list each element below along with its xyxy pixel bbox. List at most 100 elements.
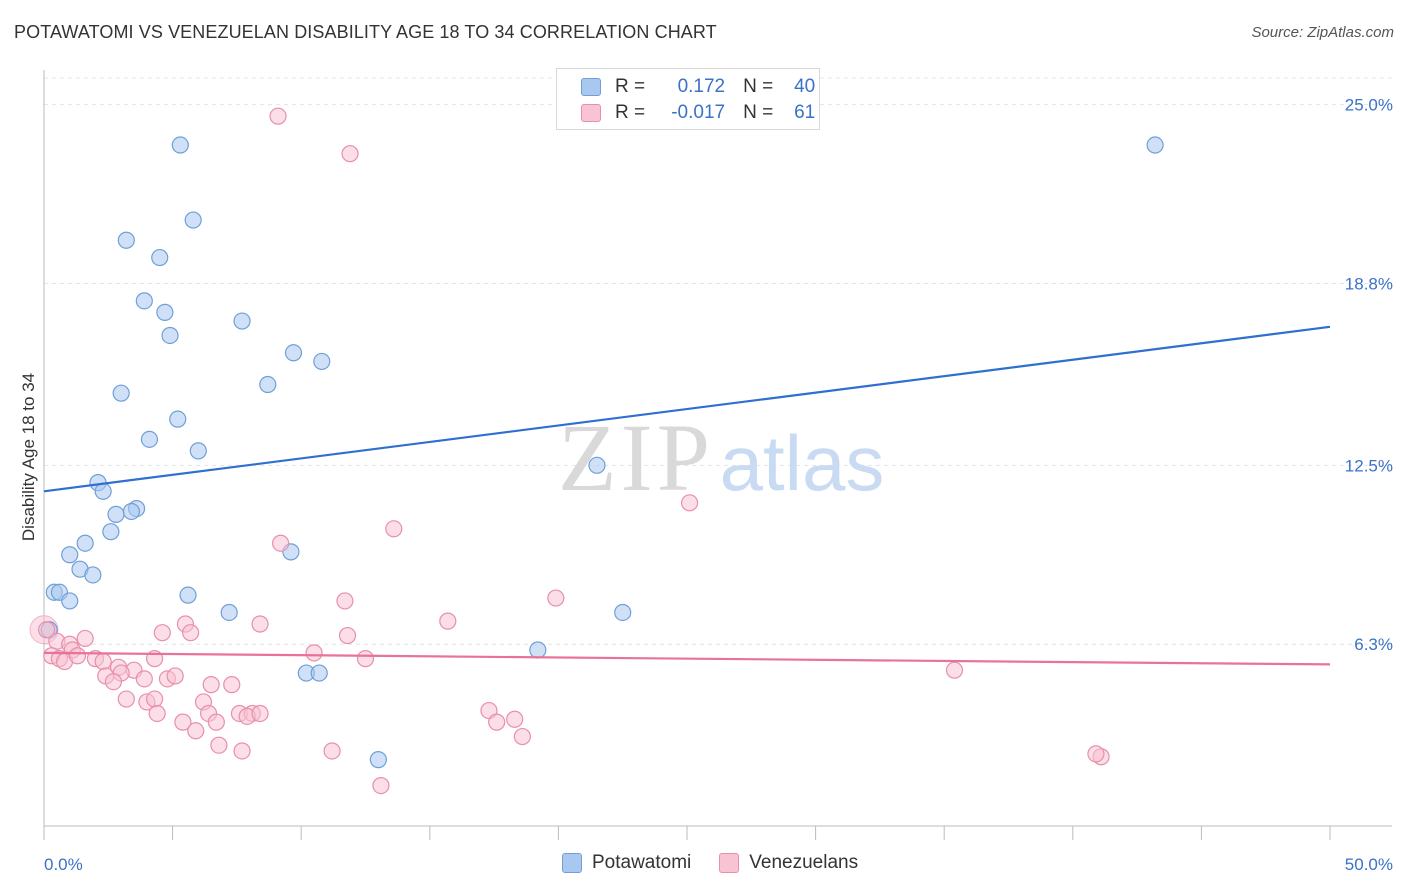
- point-potawatomi: [529, 641, 547, 659]
- point-venezuelans: [145, 690, 164, 708]
- point-potawatomi: [171, 136, 189, 154]
- y-tick-label: 25.0%: [1345, 96, 1393, 115]
- point-potawatomi: [169, 410, 187, 428]
- point-potawatomi: [161, 326, 179, 345]
- point-venezuelans: [341, 145, 359, 163]
- point-venezuelans: [187, 722, 205, 740]
- data-points: [29, 107, 1164, 795]
- point-venezuelans: [305, 644, 323, 662]
- point-potawatomi: [61, 592, 79, 610]
- legend-row-potawatomi: R = 0.172 N = 40: [581, 74, 815, 100]
- point-venezuelans: [323, 742, 341, 760]
- point-venezuelans: [251, 704, 269, 723]
- point-venezuelans: [385, 520, 403, 538]
- grid-lines: [44, 77, 1392, 645]
- point-potawatomi: [94, 482, 112, 500]
- point-potawatomi: [369, 751, 387, 769]
- point-venezuelans: [506, 710, 524, 728]
- series-legend-venezuelans[interactable]: Venezuelans: [719, 852, 858, 874]
- point-potawatomi: [135, 292, 153, 310]
- point-venezuelans: [251, 615, 269, 633]
- point-venezuelans: [166, 667, 184, 685]
- point-potawatomi: [284, 344, 303, 362]
- legend-n-value: 61: [794, 102, 816, 123]
- point-venezuelans: [513, 727, 531, 746]
- point-potawatomi: [233, 312, 251, 330]
- point-venezuelans: [202, 676, 220, 694]
- point-venezuelans: [488, 713, 506, 731]
- axes: [43, 70, 1392, 840]
- series-legend: Potawatomi Venezuelans: [562, 852, 886, 874]
- point-potawatomi: [61, 546, 79, 564]
- series-legend-potawatomi[interactable]: Potawatomi: [562, 852, 691, 874]
- point-venezuelans: [117, 690, 135, 708]
- legend-swatch-potawatomi: [581, 78, 601, 96]
- point-venezuelans: [210, 736, 228, 754]
- point-venezuelans: [104, 673, 123, 691]
- series-swatch-venezuelans: [719, 853, 740, 873]
- point-potawatomi: [189, 442, 207, 460]
- x-tick-label: 0.0%: [44, 855, 83, 874]
- y-axis-label: Disability Age 18 to 34: [19, 373, 38, 541]
- point-venezuelans: [135, 670, 153, 688]
- point-potawatomi: [588, 456, 606, 474]
- point-potawatomi: [156, 303, 174, 321]
- point-venezuelans: [68, 647, 87, 665]
- trend-lines: [43, 325, 1331, 666]
- source-label: Source: ZipAtlas.com: [1251, 24, 1394, 41]
- legend-swatch-venezuelans: [581, 104, 601, 122]
- point-venezuelans: [148, 704, 166, 723]
- trend-line-potawatomi: [43, 325, 1331, 493]
- point-venezuelans: [336, 592, 354, 610]
- point-potawatomi: [220, 603, 238, 622]
- y-tick-label: 12.5%: [1345, 456, 1393, 475]
- legend-r-label: R =: [615, 76, 646, 97]
- trend-line-venezuelans: [43, 651, 1331, 666]
- point-venezuelans: [153, 624, 171, 642]
- legend-n-label: N =: [743, 76, 774, 97]
- point-venezuelans: [547, 589, 565, 607]
- point-potawatomi: [1146, 136, 1164, 154]
- legend-r-value: 0.172: [677, 76, 726, 97]
- point-potawatomi: [107, 505, 125, 523]
- series-label-potawatomi: Potawatomi: [592, 852, 692, 873]
- series-swatch-potawatomi: [562, 853, 582, 873]
- point-venezuelans: [945, 661, 964, 679]
- point-venezuelans: [269, 107, 287, 125]
- point-venezuelans: [223, 676, 241, 694]
- legend-n-value: 40: [794, 76, 816, 97]
- point-venezuelans: [272, 534, 290, 552]
- point-potawatomi: [112, 384, 130, 402]
- point-potawatomi: [140, 430, 159, 448]
- point-potawatomi: [184, 211, 202, 229]
- y-tick-label: 18.8%: [1345, 275, 1393, 294]
- point-venezuelans: [439, 612, 457, 630]
- y-tick-label: 6.3%: [1354, 635, 1393, 654]
- watermark-atlas: atlas: [720, 419, 885, 507]
- point-potawatomi: [310, 664, 328, 682]
- page-title: POTAWATOMI VS VENEZUELAN DISABILITY AGE …: [14, 22, 717, 42]
- point-potawatomi: [84, 566, 102, 584]
- point-potawatomi: [151, 248, 169, 267]
- point-potawatomi: [259, 375, 277, 394]
- legend-n-label: N =: [743, 102, 774, 123]
- point-venezuelans: [207, 713, 225, 731]
- legend-r-label: R =: [615, 102, 646, 123]
- legend-row-venezuelans: R = -0.017 N = 61: [581, 100, 815, 126]
- point-potawatomi: [76, 534, 94, 552]
- point-potawatomi: [117, 231, 135, 249]
- series-label-venezuelans: Venezuelans: [749, 852, 859, 873]
- correlation-legend: R = 0.172 N = 40 R = -0.017 N = 61: [556, 68, 820, 130]
- legend-r-value: -0.017: [671, 102, 726, 123]
- tick-labels: 6.3% 12.5% 18.8% 25.0% 0.0% 50.0%: [44, 96, 1393, 874]
- point-venezuelans: [37, 621, 56, 639]
- point-potawatomi: [179, 586, 197, 604]
- point-venezuelans: [76, 629, 94, 648]
- point-venezuelans: [174, 713, 192, 731]
- point-potawatomi: [102, 523, 120, 541]
- point-venezuelans: [233, 742, 251, 760]
- point-venezuelans: [1087, 745, 1105, 763]
- point-venezuelans: [182, 624, 200, 642]
- point-venezuelans: [680, 494, 699, 512]
